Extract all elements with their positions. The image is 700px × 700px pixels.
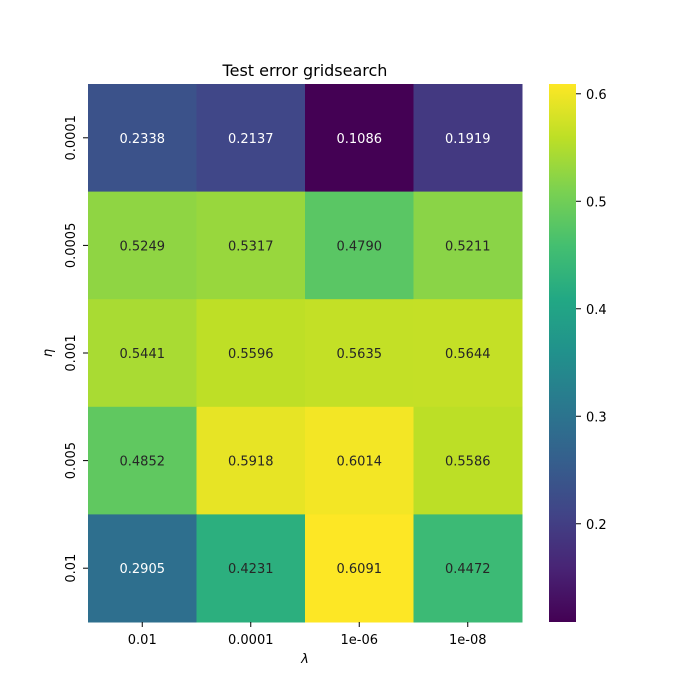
heatmap-cell: [88, 299, 197, 408]
cell-value-label: 0.4472: [445, 562, 491, 577]
y-axis-ticks: 0.0001 0.0005 0.001 0.005 0.01: [64, 115, 88, 583]
colorbar-tick-label: 0.5: [586, 195, 607, 210]
heatmap-cell: [305, 299, 414, 408]
cell-value-label: 0.4231: [228, 562, 274, 577]
y-tick-label: 0.0001: [64, 115, 79, 161]
heatmap-cell: [196, 514, 306, 623]
cell-value-label: 0.1919: [445, 132, 491, 147]
heatmap-cell: [88, 84, 197, 193]
cell-value-label: 0.6014: [337, 455, 383, 470]
cell-value-label: 0.2905: [120, 562, 166, 577]
chart-title: Test error gridsearch: [222, 61, 388, 80]
cell-value-label: 0.5317: [228, 239, 274, 254]
heatmap-cell: [196, 406, 306, 515]
y-tick-label: 0.005: [64, 442, 79, 479]
y-tick-label: 0.0005: [64, 223, 79, 269]
heatmap-cells: 0.2338 0.2137 0.1086 0.1919 0.5249 0.5317 0.47…: [88, 84, 523, 623]
cell-value-label: 0.5249: [120, 239, 166, 254]
x-tick-label: 0.0001: [228, 633, 274, 648]
heatmap-cell: [196, 299, 306, 408]
cell-value-label: 0.5644: [445, 347, 491, 362]
cell-value-label: 0.5441: [120, 347, 166, 362]
heatmap-cell: [88, 514, 197, 623]
cell-value-label: 0.2137: [228, 132, 274, 147]
y-tick-label: 0.001: [64, 334, 79, 371]
x-tick-label: 1e-06: [340, 633, 378, 648]
cell-value-label: 0.5211: [445, 239, 491, 254]
cell-value-label: 0.5635: [337, 347, 383, 362]
colorbar-tick-label: 0.6: [586, 88, 607, 103]
colorbar-tick-label: 0.2: [586, 518, 607, 533]
colorbar-ticks: 0.2 0.3 0.4 0.5 0.6: [576, 88, 607, 533]
cell-value-label: 0.5596: [228, 347, 274, 362]
x-tick-label: 0.01: [128, 633, 157, 648]
heatmap-cell: [196, 191, 306, 300]
heatmap-cell: [413, 299, 523, 408]
y-tick-label: 0.01: [64, 554, 79, 583]
cell-value-label: 0.2338: [120, 132, 166, 147]
heatmap-cell: [88, 191, 197, 300]
colorbar: [549, 84, 576, 622]
heatmap-cell: [305, 406, 414, 515]
heatmap-cell: [88, 406, 197, 515]
heatmap-cell: [413, 84, 523, 193]
cell-value-label: 0.4790: [337, 239, 383, 254]
colorbar-tick-label: 0.4: [586, 303, 607, 318]
colorbar-tick-label: 0.3: [586, 410, 607, 425]
heatmap-cell: [305, 191, 414, 300]
heatmap-cell: [196, 84, 306, 193]
cell-value-label: 0.1086: [337, 132, 383, 147]
x-axis-ticks: 0.01 0.0001 1e-06 1e-08: [128, 622, 487, 648]
cell-value-label: 0.6091: [337, 562, 383, 577]
x-axis-label: λ: [300, 652, 309, 667]
heatmap-cell: [305, 84, 414, 193]
x-tick-label: 1e-08: [449, 633, 487, 648]
cell-value-label: 0.5918: [228, 455, 274, 470]
heatmap-cell: [413, 406, 523, 515]
heatmap-cell: [413, 191, 523, 300]
heatmap-cell: [305, 514, 414, 623]
y-axis-label: η: [41, 349, 56, 357]
cell-value-label: 0.5586: [445, 455, 491, 470]
heatmap-cell: [413, 514, 523, 623]
cell-value-label: 0.4852: [120, 455, 166, 470]
